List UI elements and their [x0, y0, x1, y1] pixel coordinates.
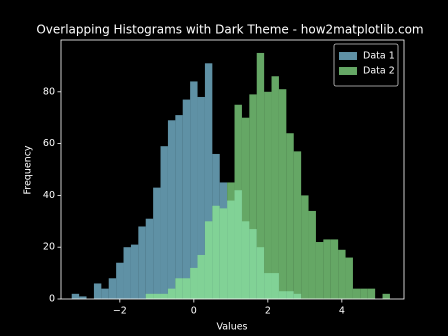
legend-swatch: [339, 67, 357, 75]
bar: [101, 288, 109, 299]
bar: [123, 247, 131, 299]
bar: [308, 210, 316, 299]
bar: [160, 146, 168, 299]
bar: [93, 283, 102, 299]
y-tick-label: 60: [43, 138, 55, 149]
bar: [219, 208, 228, 299]
bar: [145, 293, 154, 299]
bar: [338, 249, 346, 299]
bar: [278, 89, 287, 300]
bar: [153, 293, 161, 299]
bar: [204, 63, 213, 300]
legend-label: Data 2: [363, 66, 395, 77]
bar: [71, 293, 80, 299]
bar: [182, 278, 191, 299]
legend-label: Data 1: [363, 51, 395, 62]
bar: [271, 76, 279, 299]
bar: [153, 187, 161, 299]
bar: [182, 99, 191, 299]
y-tick-label: 80: [43, 86, 55, 97]
bar: [249, 94, 257, 299]
bar: [204, 221, 213, 299]
bar: [293, 151, 302, 299]
bar: [79, 296, 87, 299]
bar: [227, 182, 235, 299]
y-axis-label: Frequency: [23, 145, 34, 194]
bar: [382, 293, 390, 299]
bar: [330, 239, 339, 299]
y-tick-label: 20: [43, 242, 55, 253]
plot-frame: [60, 39, 405, 300]
bar: [160, 293, 168, 299]
bar: [301, 195, 309, 299]
bar: [108, 278, 117, 299]
x-tick-label: 4: [339, 306, 345, 317]
bar: [234, 104, 242, 299]
bar: [167, 288, 176, 299]
bar: [197, 96, 205, 299]
bar: [190, 267, 198, 299]
bar: [145, 218, 154, 299]
bar: [360, 288, 368, 299]
bar: [315, 242, 324, 299]
bar: [130, 244, 139, 299]
bar: [352, 288, 361, 299]
x-tick-label: −2: [113, 306, 127, 317]
bar: [138, 226, 146, 299]
bar: [116, 262, 124, 299]
x-axis-label: Values: [216, 322, 247, 333]
bar: [175, 278, 183, 299]
bar: [175, 115, 183, 299]
bar: [197, 254, 205, 299]
y-tick-label: 0: [49, 294, 55, 305]
bar: [190, 81, 198, 299]
legend-swatch: [339, 52, 357, 60]
chart-title: Overlapping Histograms with Dark Theme -…: [36, 23, 423, 37]
x-tick-label: 2: [265, 306, 271, 317]
bar: [345, 257, 353, 299]
bar: [256, 52, 265, 300]
bar: [323, 239, 331, 299]
bar: [367, 288, 376, 299]
x-tick-label: 0: [191, 306, 197, 317]
bar: [264, 91, 272, 299]
bar: [167, 120, 176, 299]
bar: [212, 205, 220, 299]
bar: [241, 117, 250, 299]
y-tick-label: 40: [43, 190, 55, 201]
bar: [286, 133, 294, 299]
